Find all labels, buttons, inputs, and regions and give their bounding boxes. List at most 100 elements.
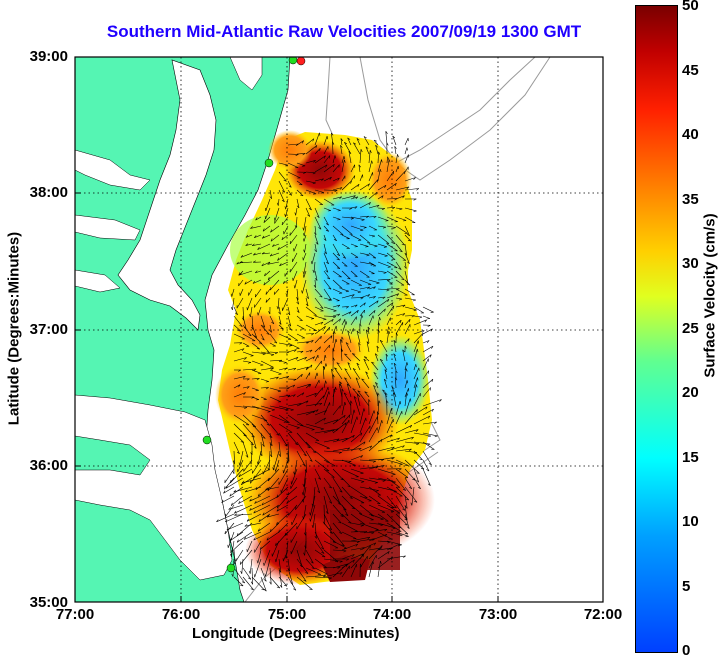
velocity-arrow (350, 216, 365, 220)
velocity-arrow (332, 270, 342, 278)
velocity-arrow (251, 369, 262, 374)
velocity-arrow-head (381, 465, 385, 468)
velocity-arrow (386, 207, 395, 209)
velocity-arrow-head (276, 521, 278, 525)
velocity-arrow-head (238, 384, 241, 388)
velocity-arrow (302, 252, 307, 261)
velocity-arrow-head (278, 322, 282, 325)
velocity-arrow (257, 486, 271, 497)
velocity-arrow (404, 279, 411, 286)
velocity-arrow-head (343, 415, 346, 419)
velocity-arrow-head (248, 577, 252, 580)
velocity-arrow (251, 342, 260, 350)
velocity-arrow (269, 396, 282, 403)
velocity-arrow-head (379, 169, 382, 173)
velocity-arrow-head (406, 186, 410, 190)
velocity-arrow (226, 522, 244, 531)
velocity-arrow (263, 216, 271, 223)
velocity-arrow-head (325, 363, 327, 367)
velocity-arrow (251, 351, 266, 354)
velocity-arrow-head (293, 379, 297, 381)
velocity-arrow-head (372, 235, 375, 238)
velocity-arrow (323, 566, 341, 569)
velocity-arrow-head (261, 338, 265, 341)
velocity-arrow (296, 140, 304, 146)
velocity-arrow-head (347, 362, 351, 365)
velocity-arrow (269, 369, 282, 375)
velocity-arrow-head (326, 261, 329, 265)
velocity-arrow (368, 192, 377, 200)
velocity-arrow-head (309, 518, 311, 522)
velocity-arrow-head (353, 409, 356, 413)
velocity-arrow (233, 315, 243, 327)
velocity-arrow (350, 554, 364, 569)
velocity-arrow-head (321, 551, 325, 554)
velocity-arrow (343, 392, 352, 407)
velocity-arrow-head (229, 493, 232, 497)
velocity-arrow-head (254, 235, 257, 238)
velocity-arrow-head (277, 257, 280, 261)
velocity-arrow-head (332, 374, 335, 378)
velocity-arrow (242, 386, 250, 389)
velocity-arrow (278, 306, 281, 315)
velocity-arrow (285, 198, 289, 210)
velocity-arrow (311, 252, 316, 265)
velocity-arrow-head (380, 340, 383, 343)
velocity-arrow-head (328, 486, 332, 489)
velocity-arrow-head (292, 384, 296, 388)
velocity-arrow (314, 288, 323, 298)
velocity-arrow (323, 288, 332, 301)
velocity-arrow (276, 486, 289, 498)
velocity-arrow-head (349, 233, 353, 235)
velocity-arrow (289, 225, 298, 236)
velocity-arrow (296, 306, 300, 313)
velocity-arrow (323, 513, 332, 531)
velocity-arrow (395, 154, 398, 164)
velocity-arrow-head (429, 387, 431, 391)
velocity-arrow (404, 380, 408, 389)
velocity-arrow-head (336, 438, 340, 442)
velocity-arrow (277, 252, 289, 261)
velocity-arrow (395, 477, 407, 491)
velocity-arrow (359, 477, 378, 483)
velocity-arrow-head (264, 273, 266, 277)
velocity-arrow-head (328, 391, 330, 395)
velocity-arrow-head (388, 159, 391, 163)
velocity-arrow (386, 288, 400, 290)
velocity-arrow-head (265, 381, 269, 383)
velocity-arrow (359, 486, 379, 491)
velocity-arrow-head (411, 436, 414, 440)
velocity-arrow (395, 313, 405, 317)
velocity-arrow-head (262, 325, 266, 328)
velocity-arrow (287, 576, 297, 591)
velocity-arrow-head (305, 366, 309, 370)
velocity-arrow-head (338, 521, 342, 524)
velocity-arrow (260, 342, 270, 353)
velocity-arrow (377, 243, 387, 248)
velocity-arrow-head (271, 321, 275, 325)
velocity-arrow-head (288, 193, 292, 196)
velocity-arrow (314, 147, 321, 155)
velocity-arrow-head (303, 172, 307, 174)
velocity-arrow (395, 297, 402, 300)
velocity-arrow-head (328, 299, 332, 301)
velocity-arrow (323, 279, 332, 290)
velocity-arrow (404, 261, 407, 269)
velocity-arrow (314, 164, 328, 173)
velocity-arrow (233, 348, 245, 353)
velocity-arrow-head (334, 190, 338, 192)
velocity-arrow (373, 385, 379, 398)
velocity-arrow (332, 468, 344, 481)
velocity-arrow-head (253, 574, 255, 578)
velocity-arrow (239, 261, 253, 264)
velocity-arrow-head (406, 380, 409, 384)
velocity-arrow-head (266, 424, 270, 426)
velocity-arrow (368, 270, 375, 274)
velocity-arrow (314, 540, 325, 554)
velocity-arrow-head (356, 541, 360, 543)
velocity-arrow (377, 531, 392, 540)
velocity-arrow-head (256, 348, 260, 350)
velocity-arrow-head (319, 132, 321, 136)
velocity-arrow-head (253, 368, 257, 371)
velocity-arrow (368, 286, 376, 290)
